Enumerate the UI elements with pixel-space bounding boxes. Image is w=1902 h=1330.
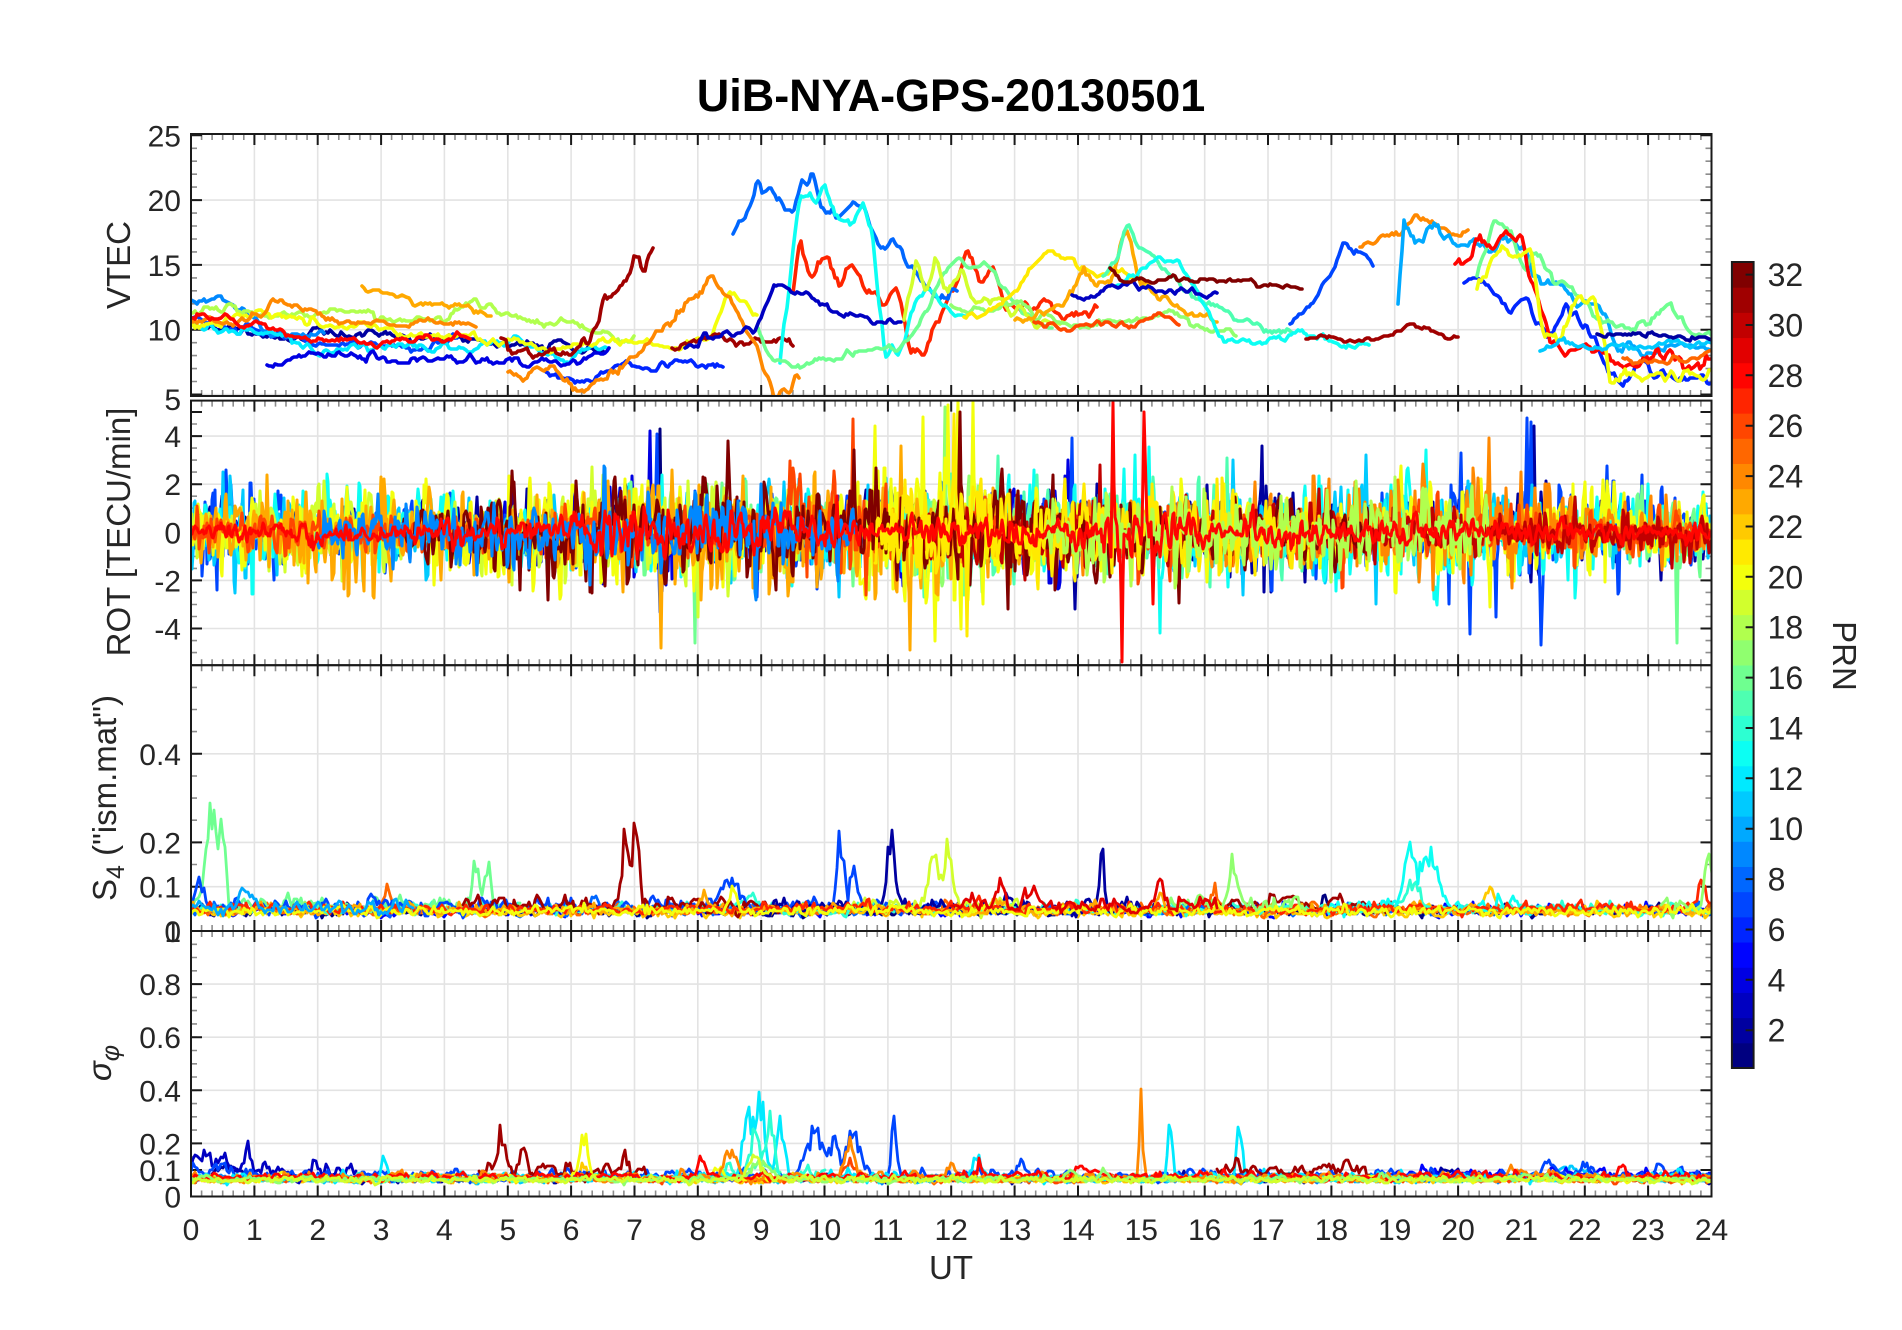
svg-text:9: 9 <box>753 1214 770 1247</box>
svg-text:UT: UT <box>929 1249 973 1286</box>
svg-text:1: 1 <box>164 916 181 949</box>
svg-text:17: 17 <box>1251 1214 1284 1247</box>
svg-text:3: 3 <box>373 1214 390 1247</box>
svg-text:28: 28 <box>1768 358 1804 394</box>
svg-text:UiB-NYA-GPS-20130501: UiB-NYA-GPS-20130501 <box>697 70 1206 121</box>
svg-text:6: 6 <box>563 1214 580 1247</box>
svg-text:0: 0 <box>164 916 181 949</box>
svg-text:4: 4 <box>1768 962 1786 998</box>
svg-text:0.4: 0.4 <box>139 739 181 772</box>
svg-text:4: 4 <box>436 1214 453 1247</box>
svg-text:24: 24 <box>1695 1214 1728 1247</box>
svg-text:26: 26 <box>1768 408 1804 444</box>
svg-text:0.4: 0.4 <box>139 1075 181 1108</box>
svg-text:20: 20 <box>1768 559 1804 595</box>
svg-text:0.8: 0.8 <box>139 969 181 1002</box>
svg-text:0.1: 0.1 <box>139 872 181 905</box>
svg-text:16: 16 <box>1768 660 1804 696</box>
svg-text:24: 24 <box>1768 459 1804 495</box>
svg-text:0.1: 0.1 <box>139 1155 181 1188</box>
svg-text:32: 32 <box>1768 257 1804 293</box>
svg-text:11: 11 <box>872 1214 903 1247</box>
svg-text:10: 10 <box>1768 811 1804 847</box>
svg-text:0: 0 <box>183 1214 200 1247</box>
svg-text:0.2: 0.2 <box>139 1128 181 1161</box>
svg-text:19: 19 <box>1378 1214 1411 1247</box>
svg-text:20: 20 <box>1441 1214 1474 1247</box>
svg-text:2: 2 <box>309 1214 326 1247</box>
svg-text:20: 20 <box>148 185 181 218</box>
svg-text:PRN: PRN <box>1826 621 1863 691</box>
svg-text:15: 15 <box>148 250 181 283</box>
svg-text:22: 22 <box>1768 509 1804 545</box>
svg-text:12: 12 <box>1768 761 1804 797</box>
svg-text:23: 23 <box>1631 1214 1664 1247</box>
svg-text:5: 5 <box>499 1214 516 1247</box>
svg-text:6: 6 <box>1768 912 1786 948</box>
svg-text:18: 18 <box>1768 610 1804 646</box>
svg-text:8: 8 <box>1768 862 1786 898</box>
svg-text:0.6: 0.6 <box>139 1022 181 1055</box>
svg-text:7: 7 <box>626 1214 643 1247</box>
svg-text:0.2: 0.2 <box>139 827 181 860</box>
svg-text:-4: -4 <box>154 614 181 647</box>
svg-text:8: 8 <box>689 1214 706 1247</box>
svg-text:14: 14 <box>1768 711 1804 747</box>
svg-text:-2: -2 <box>154 565 181 598</box>
svg-text:4: 4 <box>164 421 181 454</box>
svg-text:22: 22 <box>1568 1214 1601 1247</box>
svg-text:18: 18 <box>1315 1214 1348 1247</box>
svg-text:14: 14 <box>1061 1214 1094 1247</box>
svg-text:VTEC: VTEC <box>100 221 137 309</box>
svg-text:30: 30 <box>1768 308 1804 344</box>
svg-text:21: 21 <box>1505 1214 1538 1247</box>
svg-text:13: 13 <box>998 1214 1031 1247</box>
svg-text:12: 12 <box>935 1214 968 1247</box>
svg-text:15: 15 <box>1125 1214 1158 1247</box>
svg-text:5: 5 <box>164 384 181 417</box>
svg-text:ROT [TECU/min]: ROT [TECU/min] <box>100 408 137 657</box>
svg-text:2: 2 <box>164 469 181 502</box>
svg-text:10: 10 <box>148 315 181 348</box>
svg-text:2: 2 <box>1768 1013 1786 1049</box>
svg-text:16: 16 <box>1188 1214 1221 1247</box>
svg-text:1: 1 <box>246 1214 263 1247</box>
svg-text:25: 25 <box>148 120 181 153</box>
svg-text:0: 0 <box>164 517 181 550</box>
svg-text:10: 10 <box>808 1214 841 1247</box>
svg-text:0: 0 <box>164 1182 181 1215</box>
